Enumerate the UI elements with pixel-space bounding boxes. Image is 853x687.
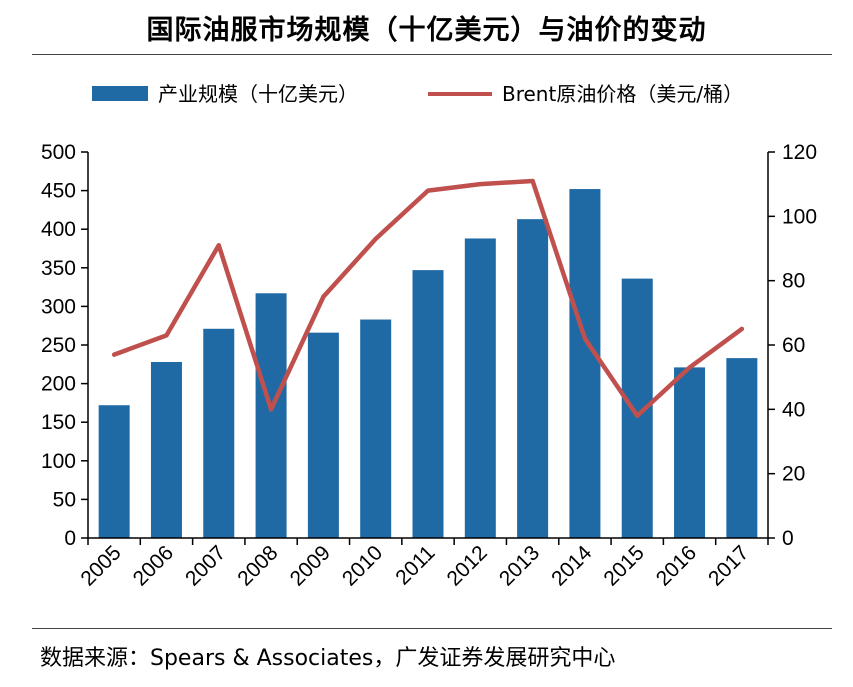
brent-point-2006 <box>164 333 169 338</box>
bar-2012 <box>464 238 496 539</box>
bar-2009 <box>307 332 339 538</box>
x-tick-label: 2013 <box>495 541 544 590</box>
x-tick-label: 2011 <box>391 541 439 589</box>
brent-point-2013 <box>530 178 535 183</box>
y-right-tick-label: 0 <box>782 527 794 550</box>
legend-bar-label: 产业规模（十亿美元） <box>158 82 358 106</box>
brent-point-2010 <box>373 236 378 241</box>
bar-2006 <box>150 361 182 538</box>
y-left-tick-label: 100 <box>41 450 76 473</box>
y-left-tick-label: 150 <box>41 411 76 434</box>
chart-title: 国际油服市场规模（十亿美元）与油价的变动 <box>146 15 707 46</box>
x-tick-label: 2009 <box>286 541 335 590</box>
x-tick-label: 2012 <box>443 541 492 590</box>
y-right-tick-label: 80 <box>782 270 805 293</box>
brent-point-2009 <box>321 294 326 299</box>
y-right-tick-label: 120 <box>782 141 817 164</box>
brent-point-2012 <box>478 182 483 187</box>
x-tick-label: 2008 <box>233 541 282 590</box>
brent-point-2017 <box>739 326 744 331</box>
bar-2011 <box>412 270 444 538</box>
bar-2005 <box>98 405 130 538</box>
y-left-tick-label: 400 <box>41 218 76 241</box>
y-left-tick-label: 0 <box>64 527 76 550</box>
source-divider <box>32 628 832 629</box>
y-right-tick-label: 60 <box>782 334 805 357</box>
bar-2008 <box>255 293 287 538</box>
y-right-tick-label: 40 <box>782 398 805 421</box>
bar-2007 <box>203 328 235 538</box>
legend: 产业规模（十亿美元） Brent原油价格（美元/桶） <box>92 82 743 106</box>
brent-point-2011 <box>426 188 430 193</box>
bar-series <box>98 189 758 539</box>
y-left-tick-label: 350 <box>41 257 76 280</box>
x-tick-label: 2005 <box>76 541 125 590</box>
y-right-tick-label: 20 <box>782 463 805 486</box>
y-left-tick-label: 450 <box>41 180 76 203</box>
x-tick-label: 2007 <box>181 541 230 590</box>
brent-point-2005 <box>112 352 117 357</box>
y-left-tick-label: 300 <box>41 295 76 318</box>
y-left-tick-label: 200 <box>41 373 76 396</box>
x-tick-label: 2017 <box>704 541 753 590</box>
line-series <box>111 178 745 419</box>
x-tick-label: 2014 <box>547 541 597 591</box>
brent-point-2008 <box>269 407 274 412</box>
brent-point-2015 <box>635 413 640 418</box>
x-tick-label: 2010 <box>338 541 387 590</box>
brent-point-2016 <box>687 365 692 370</box>
y-right-tick-label: 100 <box>782 205 817 228</box>
y-left-tick-label: 500 <box>41 141 76 164</box>
x-tick-label: 2015 <box>599 541 648 590</box>
bar-2013 <box>517 219 549 538</box>
brent-point-2014 <box>582 336 587 341</box>
legend-line-label: Brent原油价格（美元/桶） <box>502 82 743 106</box>
y-left-tick-label: 250 <box>41 334 76 357</box>
bar-2014 <box>569 189 601 538</box>
title-divider <box>32 54 832 55</box>
brent-point-2007 <box>216 243 221 248</box>
bar-2016 <box>674 367 706 538</box>
x-tick-label: 2006 <box>129 541 178 590</box>
y-left-tick-label: 50 <box>53 488 76 511</box>
bar-2010 <box>360 319 392 538</box>
bar-2017 <box>726 358 758 538</box>
x-tick-label: 2016 <box>652 541 701 590</box>
legend-bar-swatch <box>92 86 148 101</box>
source-note: 数据来源：Spears & Associates，广发证券发展研究中心 <box>40 646 616 671</box>
